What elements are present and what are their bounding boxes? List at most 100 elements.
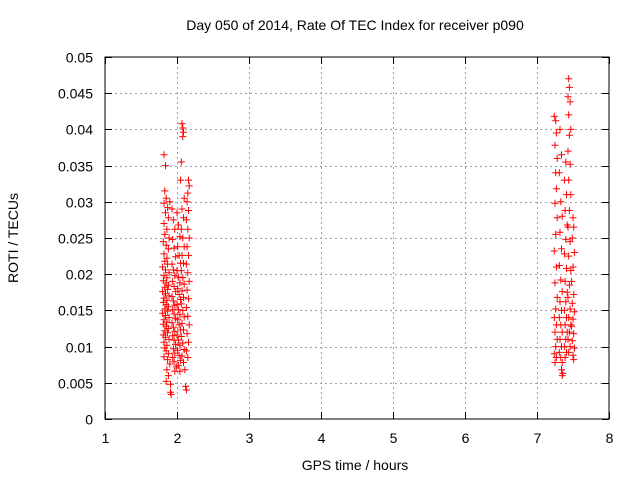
data-point [168,319,176,327]
data-point [163,274,171,282]
data-point [180,128,187,136]
data-point [185,295,192,303]
data-point [551,359,559,366]
data-point [184,312,192,320]
data-point [170,358,178,366]
data-point [565,348,573,356]
data-point [561,277,569,285]
data-point [164,303,172,311]
data-point [567,125,575,133]
data-point [159,238,167,246]
data-point [169,297,177,305]
data-point [565,83,573,91]
x-tick-label: 5 [390,430,398,446]
data-point [179,274,187,282]
data-point [164,285,172,293]
y-axis-label: ROTI / TECUs [5,193,21,283]
data-point [564,147,572,155]
data-point [552,305,560,313]
data-point [178,287,186,295]
data-point [182,304,190,311]
data-point [164,372,172,380]
data-point [181,366,189,374]
data-point [558,372,566,380]
x-tick-label: 7 [534,430,542,446]
data-point [163,296,171,304]
data-point [185,321,193,329]
data-point [178,319,186,327]
y-tick-label: 0.045 [58,86,93,102]
data-point [178,120,186,128]
data-point [179,234,187,242]
data-point [174,243,182,251]
data-point [566,98,574,106]
data-point [570,223,578,231]
data-point [165,269,173,277]
data-point [163,366,171,374]
data-point [177,300,185,308]
data-point [180,259,187,267]
y-tick-label: 0.03 [66,195,93,211]
y-tick-label: 0.025 [58,231,93,247]
data-point [162,377,170,385]
data-point [166,360,174,368]
y-tick-label: 0 [85,412,93,428]
data-point [552,263,560,271]
data-point [163,318,171,326]
data-point [164,245,172,253]
data-point [168,260,176,268]
data-point [164,281,172,289]
data-point [570,330,578,338]
data-point [177,333,185,340]
data-point [183,198,191,206]
y-tick-label: 0.005 [58,376,93,392]
data-point [162,194,170,202]
data-point [169,216,177,224]
data-point [558,245,565,253]
data-point [565,176,573,184]
data-point [569,315,577,323]
data-point [568,322,576,330]
data-point [555,262,563,269]
data-point [167,388,174,396]
data-point [570,249,578,256]
data-point [555,169,563,177]
y-tick-label: 0.035 [58,159,93,175]
grid-lines [105,57,609,419]
data-point [183,286,191,294]
data-point [558,151,565,159]
data-point [555,314,563,322]
data-point [560,306,568,314]
data-point [183,243,191,251]
data-point [564,335,572,343]
data-point [184,354,192,361]
data-point [174,285,182,293]
data-point [177,158,185,166]
data-point [176,367,184,375]
data-point [555,348,563,356]
data-point [552,230,560,238]
data-point [565,328,573,336]
data-point [182,347,190,355]
data-point [160,199,168,207]
data-point [569,351,577,359]
data-point [165,234,173,242]
data-point [173,331,181,339]
data-point [178,251,186,259]
data-point [556,228,564,236]
data-point [162,162,169,170]
data-point [558,212,566,220]
data-point [162,312,169,319]
data-point [565,252,573,260]
data-point [159,263,167,271]
data-point [564,293,572,301]
data-point [565,111,573,119]
data-point [162,209,169,217]
data-point [177,225,185,233]
data-point [174,306,182,314]
data-point [176,279,184,287]
data-point [178,205,186,213]
y-tick-label: 0.015 [58,303,93,319]
data-point [565,314,573,322]
